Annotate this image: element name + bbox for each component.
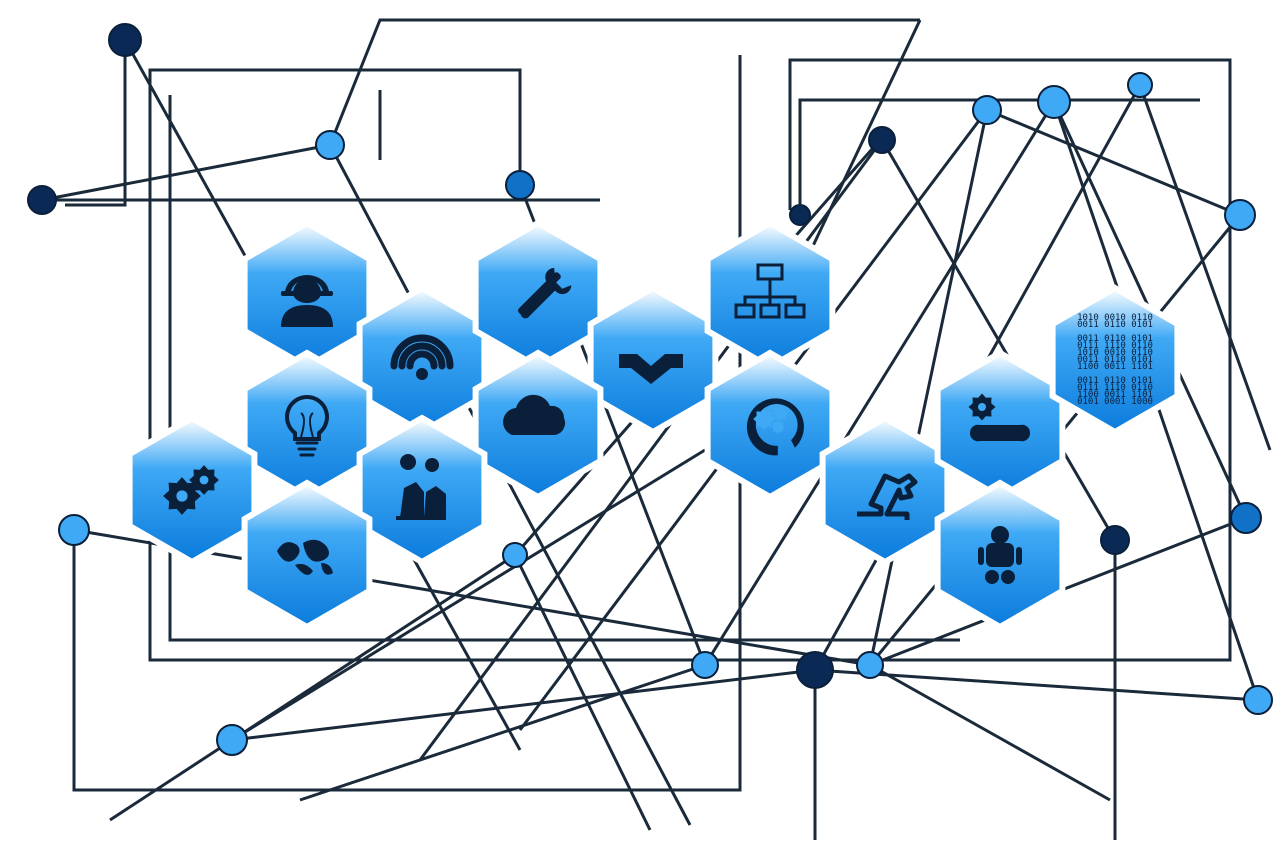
network-line [232, 670, 815, 740]
network-node [692, 652, 718, 678]
hex-robot [938, 483, 1063, 627]
hex-service: Service [938, 353, 1063, 497]
network-node [973, 96, 1001, 124]
network-node [316, 131, 344, 159]
hex-handshake [591, 288, 716, 432]
network-node [857, 652, 883, 678]
binary-line: 1100 0011 1101 [1077, 362, 1153, 372]
hex-wifi [360, 288, 485, 432]
network-diagram: Service 1010 0010 01100011 0110 01010011 … [0, 0, 1280, 853]
hex-robotarm [823, 418, 948, 562]
hex-grid: Service 1010 0010 01100011 0110 01010011 … [130, 223, 1178, 627]
network-line [65, 40, 125, 205]
hex-gears [130, 418, 255, 562]
network-node [1231, 503, 1261, 533]
network-line [42, 145, 330, 200]
network-node [109, 24, 141, 56]
hex-worker [245, 223, 370, 367]
network-node [1101, 526, 1129, 554]
network-node [790, 205, 810, 225]
network-node [1038, 86, 1070, 118]
hex-headgears [708, 353, 833, 497]
network-node [797, 652, 833, 688]
network-line [330, 20, 920, 145]
network-node [28, 186, 56, 214]
service-label: Service [979, 426, 1021, 441]
network-node [217, 725, 247, 755]
network-node [869, 127, 895, 153]
hex-cloud [476, 353, 601, 497]
network-line [300, 665, 705, 800]
network-line [987, 110, 1240, 215]
network-node [503, 543, 527, 567]
network-node [59, 515, 89, 545]
hex-worldmap [245, 483, 370, 627]
binary-line: 0101 0001 1000 [1077, 397, 1153, 407]
binary-icon: 1010 0010 01100011 0110 01010011 0110 01… [1077, 313, 1153, 407]
network-line [815, 670, 1258, 700]
network-node [506, 171, 534, 199]
network-node [1225, 200, 1255, 230]
hex-people [360, 418, 485, 562]
network-node [1244, 686, 1272, 714]
network-node [1128, 73, 1152, 97]
network-line [870, 665, 1110, 800]
hex-bulb [245, 353, 370, 497]
binary-line: 0011 0110 0101 [1077, 320, 1153, 330]
